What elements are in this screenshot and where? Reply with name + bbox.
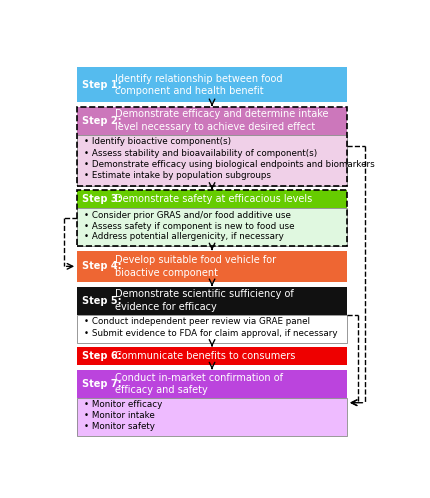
Text: Demonstrate safety at efficacious levels: Demonstrate safety at efficacious levels — [115, 194, 313, 204]
Text: • Assess stability and bioavailability of component(s): • Assess stability and bioavailability o… — [84, 149, 318, 158]
Bar — [77, 286, 347, 315]
Text: • Estimate intake by population subgroups: • Estimate intake by population subgroup… — [84, 171, 271, 180]
Text: Step 7:: Step 7: — [82, 379, 122, 389]
Bar — [77, 398, 347, 436]
Text: Step 4:: Step 4: — [82, 261, 122, 271]
Bar — [77, 107, 347, 134]
Text: Conduct in-market confirmation of
efficacy and safety: Conduct in-market confirmation of effica… — [115, 373, 283, 395]
Bar — [77, 134, 347, 186]
Text: Step 2:: Step 2: — [82, 116, 122, 125]
Text: • Assess safety if component is new to food use: • Assess safety if component is new to f… — [84, 222, 295, 231]
Text: • Monitor safety: • Monitor safety — [84, 422, 155, 431]
Text: • Address potential allergenicity, if necessary: • Address potential allergenicity, if ne… — [84, 233, 284, 242]
Bar — [77, 107, 347, 186]
Bar — [77, 315, 347, 343]
Text: Step 6:: Step 6: — [82, 351, 122, 361]
Text: • Monitor efficacy: • Monitor efficacy — [84, 400, 163, 409]
Text: • Monitor intake: • Monitor intake — [84, 411, 155, 420]
Bar — [77, 190, 347, 208]
Text: Develop suitable food vehicle for
bioactive component: Develop suitable food vehicle for bioact… — [115, 255, 276, 277]
Bar — [77, 347, 347, 365]
Bar — [77, 250, 347, 282]
Text: Demonstrate scientific sufficiency of
evidence for efficacy: Demonstrate scientific sufficiency of ev… — [115, 289, 294, 312]
Bar — [77, 134, 347, 186]
Bar — [77, 370, 347, 398]
Bar — [77, 208, 347, 246]
Text: Step 3:: Step 3: — [82, 194, 122, 204]
Bar — [77, 208, 347, 246]
Bar — [77, 315, 347, 343]
Text: • Identify bioactive component(s): • Identify bioactive component(s) — [84, 137, 231, 146]
Bar — [77, 67, 347, 102]
Text: Step 5:: Step 5: — [82, 295, 122, 306]
Text: • Submit evidence to FDA for claim approval, if necessary: • Submit evidence to FDA for claim appro… — [84, 329, 338, 338]
Text: Step 1:: Step 1: — [82, 80, 122, 90]
Text: Demonstrate efficacy and determine intake
level necessary to achieve desired eff: Demonstrate efficacy and determine intak… — [115, 110, 329, 132]
Text: Identify relationship between food
component and health benefit: Identify relationship between food compo… — [115, 74, 283, 96]
Text: • Consider prior GRAS and/or food additive use: • Consider prior GRAS and/or food additi… — [84, 211, 291, 220]
Bar — [77, 398, 347, 436]
Text: • Demonstrate efficacy using biological endpoints and biomarkers: • Demonstrate efficacy using biological … — [84, 160, 375, 169]
Bar — [77, 190, 347, 246]
Text: • Conduct independent peer review via GRAE panel: • Conduct independent peer review via GR… — [84, 317, 310, 326]
Text: Communicate benefits to consumers: Communicate benefits to consumers — [115, 351, 296, 361]
